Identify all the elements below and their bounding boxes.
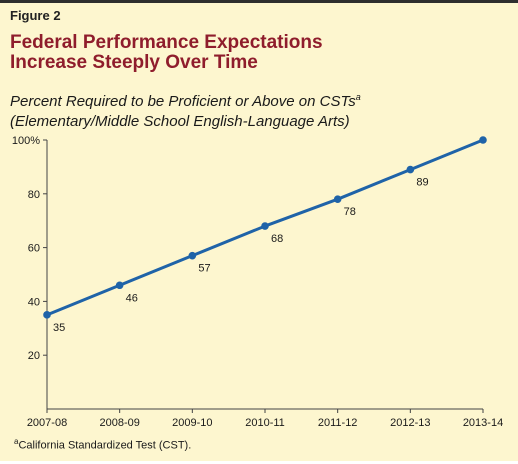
y-tick-label: 100% [12,135,40,147]
footnote-text: California Standardized Test (CST). [18,439,192,452]
y-tick-label: 60 [28,243,40,255]
data-label: 78 [344,206,356,218]
data-label: 46 [126,292,138,304]
x-tick-label: 2008-09 [99,417,139,429]
data-label: 68 [271,233,283,245]
y-tick-label: 80 [28,189,40,201]
chart-title-line-1: Federal Performance Expectations [10,32,323,53]
chart-title: Federal Performance Expectations Increas… [10,33,490,73]
data-label: 89 [416,177,428,189]
y-tick-label: 20 [28,350,40,362]
data-point [261,222,269,230]
x-tick-label: 2010-11 [245,417,285,429]
data-label: 35 [53,322,65,334]
x-tick-label: 2013-14 [463,417,503,429]
data-point [188,251,197,260]
data-point [406,165,415,174]
data-point [43,311,51,319]
chart-subtitle: Percent Required to be Proficient or Abo… [10,87,490,132]
x-tick-label: 2009-10 [172,417,212,429]
chart-title-line-2: Increase Steeply Over Time [10,52,258,73]
figure-label: Figure 2 [10,8,61,23]
data-point [479,136,487,144]
chart-subtitle-line-1: Percent Required to be Proficient or Abo… [10,87,490,112]
chart-subtitle-line-2: (Elementary/Middle School English-Langua… [10,113,350,130]
data-label: 57 [198,263,210,275]
footnote-marker: a [14,437,19,446]
footnote-reference: a [355,92,361,102]
subtitle-text: Percent Required to be Proficient or Abo… [10,93,356,110]
data-point [333,195,342,203]
y-tick-label: 40 [28,296,40,308]
x-tick-label: 2007-08 [27,417,67,429]
x-tick-label: 2012-13 [390,417,430,429]
footnote: aCalifornia Standardized Test (CST). [14,437,191,452]
line-chart: 20 40 60 80 100% 2007-08 2008-09 2009-10 2010-11… [12,135,503,429]
data-point [115,281,124,290]
x-tick-label: 2011-12 [318,417,358,429]
